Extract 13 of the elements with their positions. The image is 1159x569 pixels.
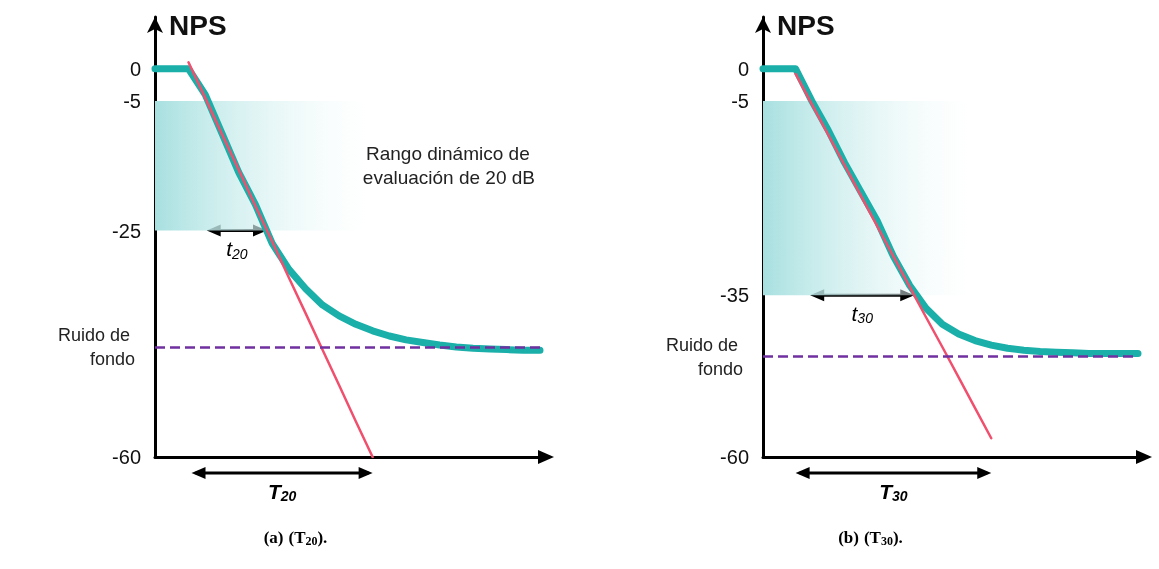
ref-line-label: Ruido de fondo [57,325,135,369]
y-tick-label: 0 [737,57,749,80]
y-tick-label: -35 [720,284,749,307]
y-axis-title: NPS [169,9,227,41]
y-tick-label: 0 [129,57,141,80]
y-tick-label: -60 [720,446,749,468]
y-tick-label: -5 [123,90,141,113]
y-tick-label: -25 [112,219,141,242]
y-tick-label: -60 [112,446,141,468]
band-label: Rango dinámico de evaluación de 20 dB [362,143,535,189]
y-axis-title: NPS [777,9,835,41]
ref-line-label: Ruido de fondo [665,334,743,379]
y-tick-label: -5 [731,90,749,113]
